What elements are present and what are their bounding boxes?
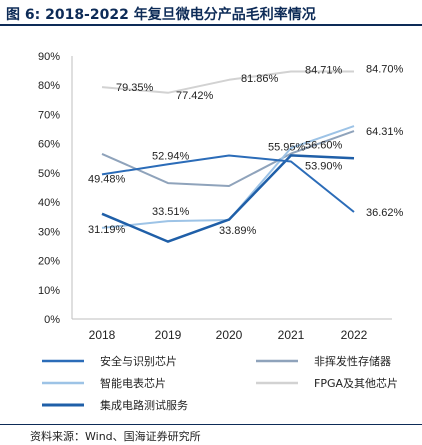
data-label: 64.31% (366, 126, 404, 138)
figure-title: 图 6: 2018-2022 年复旦微电分产品毛利率情况 (6, 4, 416, 24)
data-labels: 49.48% 52.94% 55.95% 53.90% 36.62% 56.60% 64.3… (88, 63, 404, 236)
legend-item: 非挥发性存储器 (256, 354, 391, 368)
data-label: 77.42% (176, 90, 214, 102)
data-label: 55.95% (268, 142, 306, 154)
legend-label: FPGA及其他芯片 (314, 376, 398, 390)
data-label: 81.86% (241, 73, 279, 85)
series-line (101, 154, 355, 213)
legend-label: 安全与识别芯片 (100, 354, 177, 368)
y-tick-label: 90% (38, 51, 60, 63)
legend-item: 集成电路测试服务 (42, 398, 188, 412)
series-line (101, 154, 355, 243)
x-tick-label: 2018 (89, 328, 116, 342)
source-note: 资料来源：Wind、国海证券研究所 (30, 430, 201, 443)
source-rule (0, 424, 422, 425)
legend-item: 智能电表芯片 (42, 376, 166, 390)
y-tick-label: 30% (38, 226, 60, 238)
series-line (101, 130, 355, 187)
y-tick-label: 40% (38, 197, 60, 209)
legend-label: 非挥发性存储器 (314, 354, 391, 368)
y-tick-label: 50% (38, 168, 60, 180)
data-label: 33.51% (152, 206, 190, 218)
data-label: 53.90% (305, 160, 343, 172)
title-rule (0, 24, 422, 26)
data-label: 84.71% (305, 64, 343, 76)
legend-label: 智能电表芯片 (100, 376, 166, 390)
legend-label: 集成电路测试服务 (100, 398, 188, 412)
figure-label: 图 6: (6, 7, 41, 23)
legend-item: 安全与识别芯片 (42, 354, 177, 368)
x-tick-label: 2020 (216, 328, 243, 342)
data-label: 31.19% (88, 224, 126, 236)
legend-item: FPGA及其他芯片 (256, 376, 398, 390)
data-label: 52.94% (152, 150, 190, 162)
data-label: 79.35% (116, 82, 154, 94)
y-tick-label: 80% (38, 80, 60, 92)
figure-title-text: 2018-2022 年复旦微电分产品毛利率情况 (45, 7, 316, 23)
data-label: 33.89% (219, 225, 257, 237)
x-tick-label: 2019 (155, 328, 182, 342)
y-tick-label: 20% (38, 256, 60, 268)
y-tick-label: 0% (44, 314, 60, 326)
y-tick-label: 70% (38, 109, 60, 121)
series-lines (101, 70, 355, 243)
x-tick-label: 2021 (278, 328, 305, 342)
data-label: 49.48% (88, 173, 126, 185)
data-label: 84.70% (366, 63, 404, 75)
data-label: 36.62% (366, 207, 404, 219)
x-tick-label: 2022 (341, 328, 368, 342)
series-line (101, 70, 354, 94)
y-tick-label: 60% (38, 139, 60, 151)
y-tick-label: 10% (38, 285, 60, 297)
data-label: 56.60% (305, 140, 343, 152)
